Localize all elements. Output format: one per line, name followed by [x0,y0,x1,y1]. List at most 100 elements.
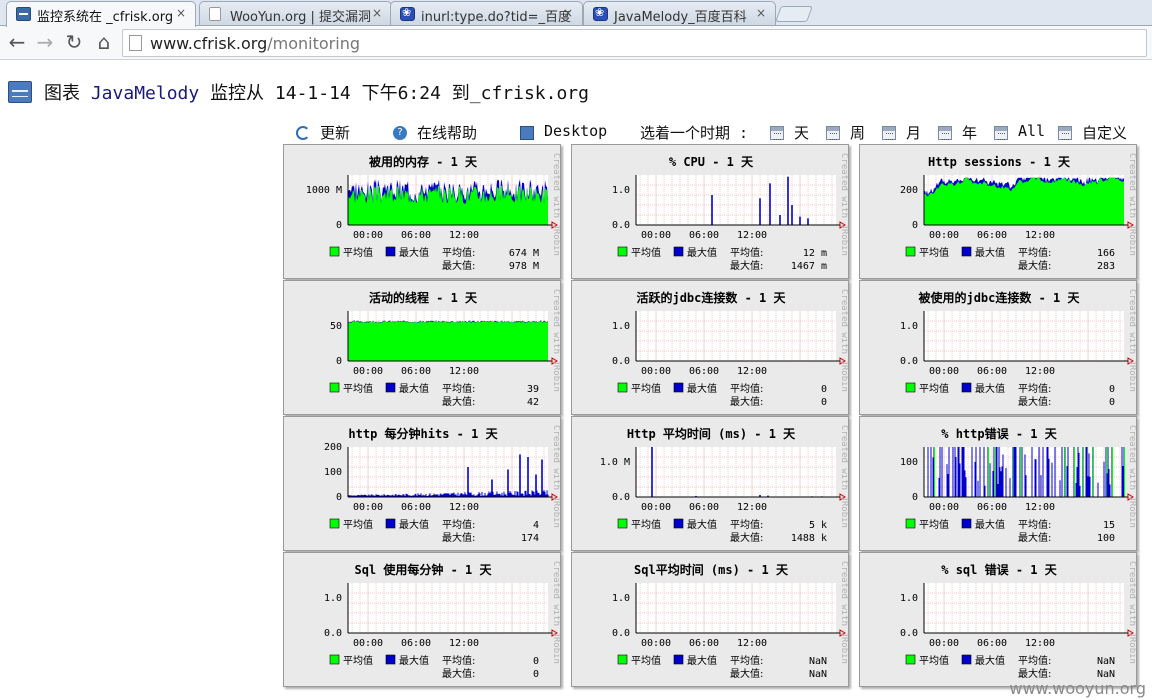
x-tick-label: 06:00 [977,638,1007,649]
calendar-icon [994,126,1008,140]
stat-max-label: 最大值: [442,395,475,408]
jrobin-watermark: Created with JRobin [551,289,561,392]
chart-panel[interactable]: % http错误 - 1 天 100 0 00:00 06:00 12:00 Created… [859,416,1137,551]
tab-title: 监控系统在 _cfrisk.org [37,10,174,25]
address-bar[interactable]: www.cfrisk.org/monitoring [122,29,1147,57]
stat-avg-value: NaN [1097,656,1115,667]
legend-avg-label: 平均值 [919,382,949,395]
stat-max-label: 最大值: [730,531,763,544]
x-tick-label: 00:00 [353,230,383,241]
y-tick-label: 50 [330,321,342,332]
forward-button[interactable]: → [33,31,57,55]
close-icon[interactable]: × [562,6,573,20]
y-tick-label: 1.0 M [600,457,630,468]
chart-svg: 活动的线程 - 1 天 50 0 00:00 06:00 12:00 Created wit… [329,289,561,408]
y-tick-label: 0 [336,220,342,231]
chart-panel[interactable]: 活动的线程 - 1 天 50 0 00:00 06:00 12:00 Created wit… [283,280,561,415]
url-text[interactable]: www.cfrisk.org/monitoring [150,34,360,53]
legend-max-label: 最大值 [975,246,1005,259]
chart-panel[interactable]: % sql 错误 - 1 天 1.0 0.0 00:00 06:00 12:00 Creat… [859,552,1137,687]
calendar-icon [1058,126,1072,140]
stat-max-label: 最大值: [442,531,475,544]
tab-baidu-baike[interactable]: JavaMelody_百度百科 × [583,1,776,25]
stat-avg-value: 39 [527,384,539,395]
stat-max-value: 174 [521,533,539,544]
legend-max-swatch [673,654,684,665]
stat-max-value: 0 [821,397,827,408]
chart-svg: 活跃的jdbc连接数 - 1 天 1.0 0.0 00:00 06:00 12:00 Cre… [612,289,849,408]
legend-max-label: 最大值 [399,518,429,531]
axis-arrow-icon [1127,493,1134,501]
chart-title: 被用的内存 - 1 天 [369,154,478,169]
legend-avg-swatch [617,246,628,257]
y-tick-label: 1.0 [900,321,918,332]
axis-arrow-icon [839,357,846,365]
home-button[interactable]: ⌂ [92,31,116,55]
x-tick-label: 00:00 [641,638,671,649]
jrobin-watermark: Created with JRobin [839,289,849,392]
x-tick-label: 00:00 [353,502,383,513]
stat-max-label: 最大值: [1018,531,1051,544]
legend-max-swatch [961,246,972,257]
reload-button[interactable]: ↻ [62,31,86,55]
stat-avg-label: 平均值: [442,246,475,259]
stat-max-value: NaN [1097,669,1115,680]
stat-avg-value: NaN [809,656,827,667]
legend-max-label: 最大值 [399,382,429,395]
chart-panel[interactable]: 活跃的jdbc连接数 - 1 天 1.0 0.0 00:00 06:00 12:00 Cre… [571,280,849,415]
y-tick-label: 0.0 [612,628,630,639]
stat-avg-label: 平均值: [730,246,763,259]
x-tick-label: 06:00 [977,502,1007,513]
chart-svg: Http sessions - 1 天 200 0 00:00 06:00 12:00 Cr… [900,153,1136,272]
legend-max-label: 最大值 [399,654,429,667]
axis-arrow-icon [1127,357,1134,365]
close-icon[interactable]: × [755,6,766,20]
stat-max-value: 0 [1109,397,1115,408]
chart-svg: Sql平均时间 (ms) - 1 天 1.0 0.0 00:00 06:00 12:00 C… [612,561,848,680]
new-tab-button[interactable] [775,6,813,22]
chart-svg: http 每分钟hits - 1 天 200 100 0 00:00 06:00 12:00… [324,425,561,544]
jrobin-watermark: Created with JRobin [551,425,561,528]
stat-avg-value: 0 [821,384,827,395]
legend-avg-label: 平均值 [631,654,661,667]
tab-baidu-search[interactable]: inurl:type.do?tid=_百度 × [390,1,583,25]
chart-panel[interactable]: Http 平均时间 (ms) - 1 天 1.0 M 0.0 00:00 06:00 12… [571,416,849,551]
x-tick-label: 00:00 [641,502,671,513]
stat-avg-label: 平均值: [730,518,763,531]
chart-panel[interactable]: Http sessions - 1 天 200 0 00:00 06:00 12:00 Cr… [859,144,1137,279]
x-tick-label: 00:00 [929,230,959,241]
close-icon[interactable]: × [175,6,186,20]
x-tick-label: 12:00 [449,230,479,241]
legend-max-label: 最大值 [687,654,717,667]
chart-panel[interactable]: http 每分钟hits - 1 天 200 100 0 00:00 06:00 12:00… [283,416,561,551]
chart-panel[interactable]: Sql平均时间 (ms) - 1 天 1.0 0.0 00:00 06:00 12:00 C… [571,552,849,687]
stat-avg-label: 平均值: [442,382,475,395]
x-tick-label: 06:00 [689,366,719,377]
stat-max-label: 最大值: [442,667,475,680]
page-title: 图表 JavaMelody 监控从 14-1-14 下午6:24 到_cfris… [44,79,589,105]
y-tick-label: 0.0 [612,492,630,503]
stat-avg-label: 平均值: [1018,382,1051,395]
x-tick-label: 06:00 [977,366,1007,377]
x-tick-label: 12:00 [737,638,767,649]
chart-panel[interactable]: 被使用的jdbc连接数 - 1 天 1.0 0.0 00:00 06:00 12:00 Cr… [859,280,1137,415]
chart-panel[interactable]: 被用的内存 - 1 天 1000 M 0 00:00 06:00 12:00 Created… [283,144,561,279]
chart-title: 活动的线程 - 1 天 [369,290,478,305]
x-tick-label: 06:00 [689,502,719,513]
title-prefix: 图表 [44,83,80,104]
x-tick-label: 00:00 [929,638,959,649]
legend-avg-swatch [617,654,628,665]
app-name-link[interactable]: JavaMelody [90,83,200,104]
tab-wooyun[interactable]: WooYun.org | 提交漏洞 × [199,1,392,25]
x-tick-label: 06:00 [689,230,719,241]
stat-avg-value: 674 M [509,248,539,259]
axis-arrow-icon [551,493,558,501]
chart-panel[interactable]: Sql 使用每分钟 - 1 天 1.0 0.0 00:00 06:00 12:00 Crea… [283,552,561,687]
close-icon[interactable]: × [371,6,382,20]
stat-avg-label: 平均值: [442,518,475,531]
jrobin-watermark: Created with JRobin [551,561,561,664]
tab-cfrisk-monitoring[interactable]: 监控系统在 _cfrisk.org × [6,1,196,27]
chart-panel[interactable]: % CPU - 1 天 1.0 0.0 00:00 06:00 12:00 Created … [571,144,849,279]
back-button[interactable]: ← [5,31,29,55]
legend-avg-swatch [329,654,340,665]
